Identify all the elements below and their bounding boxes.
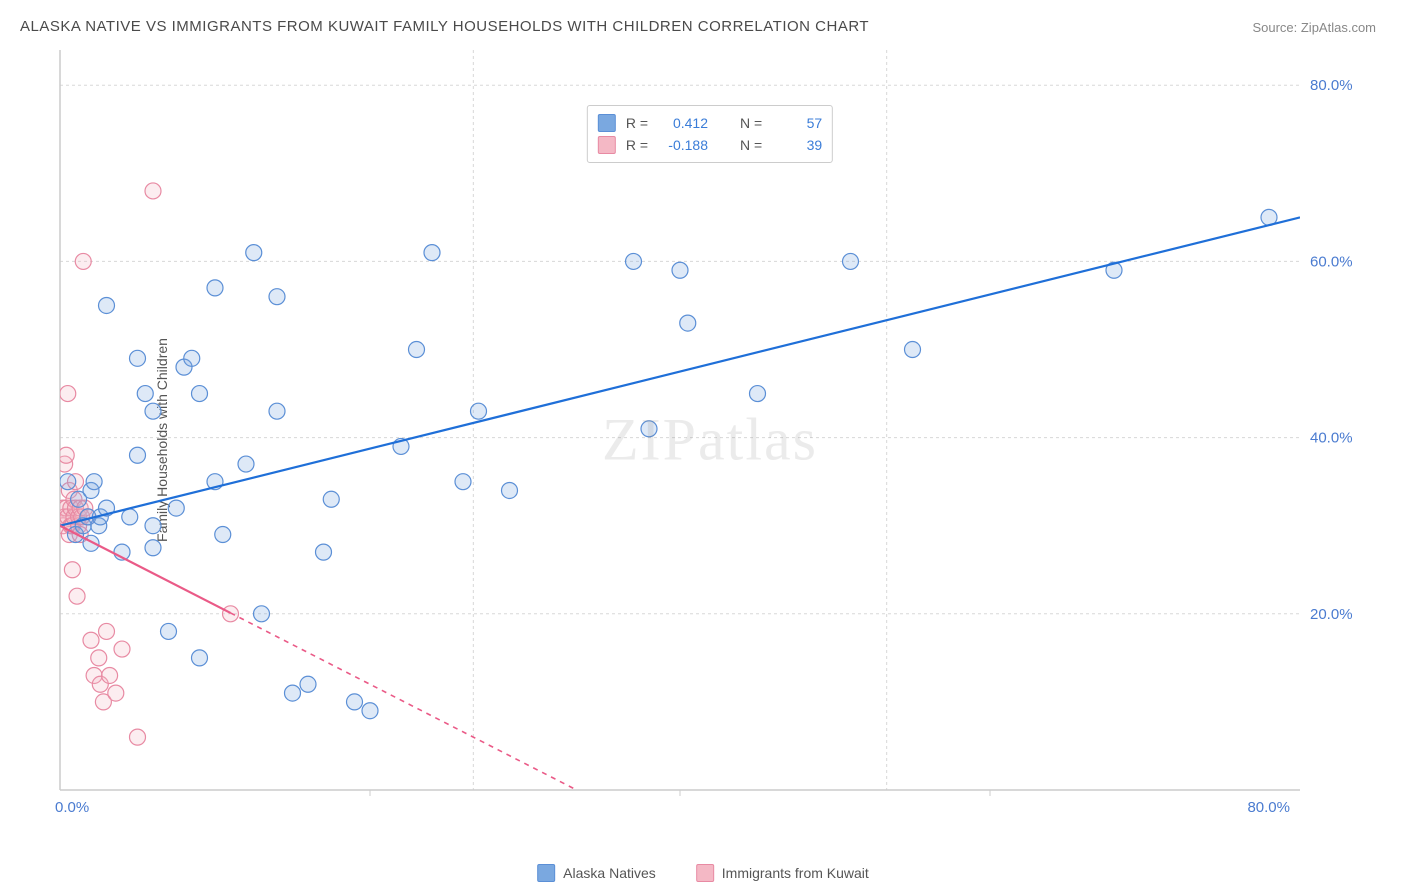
- r-value-1: -0.188: [658, 137, 708, 153]
- chart-title: ALASKA NATIVE VS IMMIGRANTS FROM KUWAIT …: [20, 18, 869, 35]
- source-attribution: Source: ZipAtlas.com: [1252, 20, 1376, 35]
- n-label: N =: [740, 115, 762, 131]
- legend-swatch-pink: [696, 864, 714, 882]
- stats-legend-row: R = -0.188 N = 39: [598, 134, 822, 156]
- svg-text:80.0%: 80.0%: [1247, 799, 1290, 816]
- legend-label: Immigrants from Kuwait: [722, 865, 869, 881]
- svg-text:0.0%: 0.0%: [55, 799, 89, 816]
- stats-legend-row: R = 0.412 N = 57: [598, 112, 822, 134]
- svg-text:40.0%: 40.0%: [1310, 430, 1353, 447]
- legend-swatch-pink: [598, 136, 616, 154]
- chart-container: Family Households with Children 20.0%40.…: [50, 50, 1370, 830]
- legend-label: Alaska Natives: [563, 865, 656, 881]
- n-value-1: 39: [772, 137, 822, 153]
- svg-text:60.0%: 60.0%: [1310, 253, 1353, 270]
- scatter-plot: 20.0% 40.0% 60.0% 80.0% 0.0% 80.0%: [50, 50, 1370, 830]
- r-value-0: 0.412: [658, 115, 708, 131]
- stats-legend: R = 0.412 N = 57 R = -0.188 N = 39: [587, 105, 833, 163]
- r-label: R =: [626, 115, 648, 131]
- svg-text:80.0%: 80.0%: [1310, 77, 1353, 94]
- n-label: N =: [740, 137, 762, 153]
- svg-text:20.0%: 20.0%: [1310, 606, 1353, 623]
- r-label: R =: [626, 137, 648, 153]
- series-legend: Alaska Natives Immigrants from Kuwait: [537, 864, 869, 882]
- legend-item: Alaska Natives: [537, 864, 656, 882]
- legend-item: Immigrants from Kuwait: [696, 864, 869, 882]
- n-value-0: 57: [772, 115, 822, 131]
- legend-swatch-blue: [537, 864, 555, 882]
- legend-swatch-blue: [598, 114, 616, 132]
